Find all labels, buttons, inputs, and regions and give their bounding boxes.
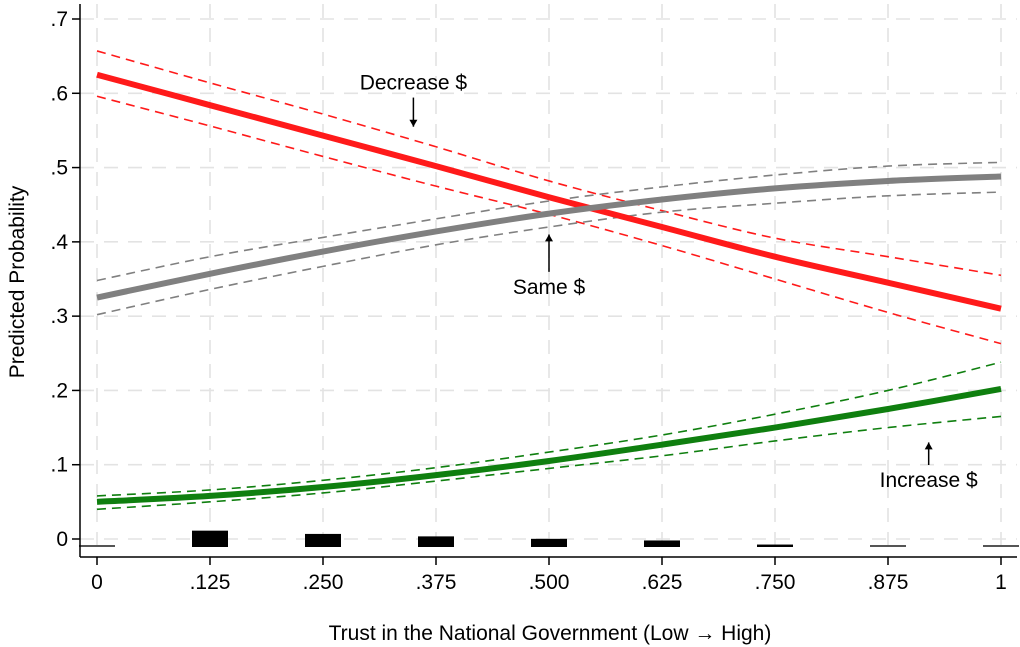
- ci-lower-line: [96, 191, 1002, 316]
- x-tick-label: .875: [868, 571, 909, 594]
- x-tick-label: .125: [190, 571, 231, 594]
- y-tick-label: .2: [50, 379, 68, 402]
- y-tick-label: .7: [50, 8, 68, 31]
- histogram-bar: [644, 540, 680, 547]
- x-tick-label: .625: [642, 571, 683, 594]
- ci-upper-line: [96, 161, 1002, 282]
- y-axis-title: Predicted Probability: [6, 185, 29, 378]
- prediction-lines: [96, 71, 1002, 505]
- annotation-label: Same $: [513, 276, 586, 299]
- histogram-bar: [418, 536, 454, 547]
- series-line: [96, 385, 1002, 505]
- annotation-arrowhead: [409, 119, 418, 127]
- histogram-bar: [305, 533, 341, 547]
- x-tick-label: .375: [416, 571, 457, 594]
- histogram-bar: [192, 530, 228, 547]
- histogram-bar: [79, 545, 115, 547]
- x-axis-title: Trust in the National Government (Low → …: [329, 622, 772, 645]
- y-axis-ticks: 0 .1 .2 .3 .4 .5 .6 .7: [50, 8, 80, 551]
- gridlines: [80, 4, 1017, 557]
- x-tick-label: .500: [529, 571, 570, 594]
- histogram-bar: [870, 545, 906, 547]
- histogram-bar: [983, 545, 1019, 547]
- annotation-arrowhead: [924, 442, 933, 450]
- y-tick-label: .6: [50, 82, 68, 105]
- histogram-bar: [757, 544, 793, 547]
- x-tick-label: .750: [755, 571, 796, 594]
- x-tick-label: .250: [303, 571, 344, 594]
- ci-upper-line: [96, 50, 1002, 277]
- x-tick-label: 0: [91, 571, 103, 594]
- annotation-label: Increase $: [880, 469, 978, 492]
- x-tick-label: 1: [995, 571, 1007, 594]
- annotation-arrowhead: [545, 234, 553, 242]
- x-axis-ticks: 0 .125 .250 .375 .500 .625 .750 .875 1: [91, 557, 1007, 594]
- y-tick-label: 0: [56, 528, 68, 551]
- y-tick-label: .1: [50, 454, 68, 477]
- y-tick-label: .3: [50, 305, 68, 328]
- series-annotations: Decrease $ Same $ Increase $: [360, 72, 978, 492]
- y-tick-label: .4: [50, 231, 68, 254]
- annotation-label: Decrease $: [360, 72, 468, 95]
- ci-upper-line: [96, 361, 1002, 497]
- series-line: [96, 71, 1002, 312]
- histogram-bar: [531, 538, 567, 547]
- ci-lower-line: [96, 415, 1002, 511]
- series-line: [96, 173, 1002, 301]
- y-tick-label: .5: [50, 157, 68, 180]
- trust-histogram: [79, 530, 1019, 547]
